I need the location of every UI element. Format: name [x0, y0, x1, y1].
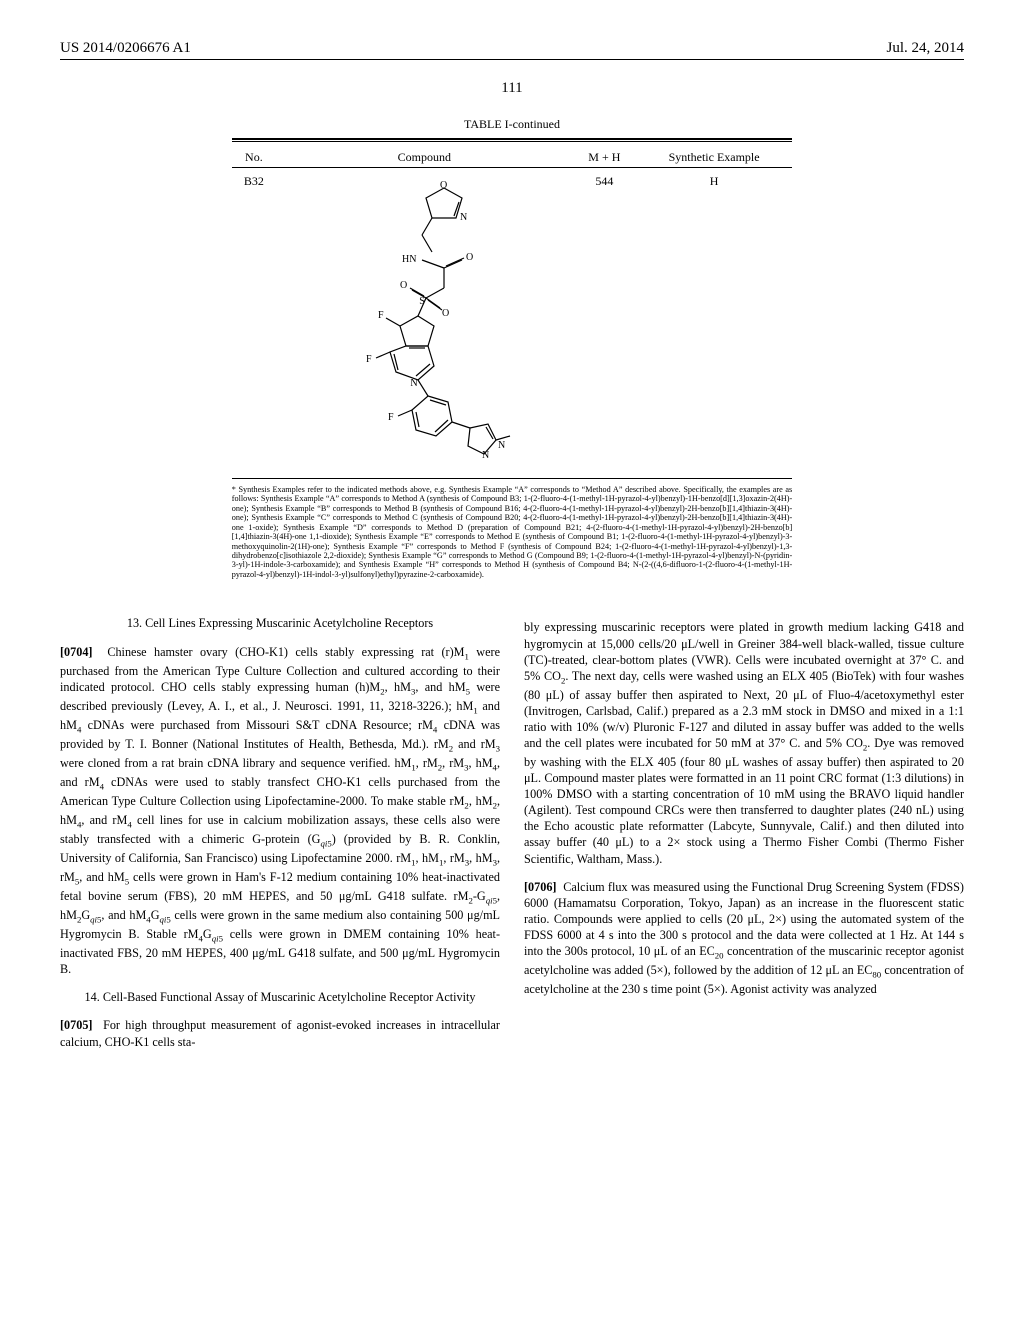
para-0705-cont: bly expressing muscarinic receptors were… [524, 619, 964, 866]
section-13-title: 13. Cell Lines Expressing Muscarinic Ace… [60, 615, 500, 631]
pub-date: Jul. 24, 2014 [886, 40, 964, 57]
para-num: [0705] [60, 1018, 93, 1032]
body-columns: 13. Cell Lines Expressing Muscarinic Ace… [60, 607, 964, 1062]
left-column: 13. Cell Lines Expressing Muscarinic Ace… [60, 607, 500, 1062]
table-title: TABLE I-continued [232, 117, 792, 132]
pub-number: US 2014/0206676 A1 [60, 40, 191, 57]
section-14-title: 14. Cell-Based Functional Assay of Musca… [60, 989, 500, 1005]
svg-text:O: O [440, 180, 447, 191]
page-number: 111 [60, 80, 964, 97]
para-num: [0704] [60, 645, 93, 659]
table-1-continued: TABLE I-continued No. Compound M + H Syn… [232, 117, 792, 579]
svg-text:O: O [442, 308, 449, 319]
compound-table: No. Compound M + H Synthetic Example B32 [232, 148, 792, 472]
cell-example: H [636, 168, 792, 473]
svg-text:HN: HN [402, 254, 416, 265]
col-no: No. [232, 148, 276, 168]
svg-text:F: F [388, 412, 394, 423]
cell-mh: 544 [573, 168, 636, 473]
col-mh: M + H [573, 148, 636, 168]
para-0705-start: [0705] For high throughput measurement o… [60, 1017, 500, 1049]
svg-text:N: N [460, 212, 467, 223]
chemical-structure: O N HN O O S O F F N F N [334, 180, 514, 460]
para-0706: [0706] Calcium flux was measured using t… [524, 879, 964, 998]
svg-text:F: F [366, 354, 372, 365]
table-row: B32 [232, 168, 792, 473]
svg-text:O: O [400, 280, 407, 291]
svg-text:S: S [420, 296, 426, 307]
svg-text:F: F [378, 310, 384, 321]
svg-text:N: N [482, 450, 489, 460]
para-0704: [0704] Chinese hamster ovary (CHO-K1) ce… [60, 644, 500, 978]
para-num: [0706] [524, 880, 557, 894]
page-header: US 2014/0206676 A1 Jul. 24, 2014 [60, 40, 964, 60]
cell-no: B32 [232, 168, 276, 473]
right-column: bly expressing muscarinic receptors were… [524, 607, 964, 1062]
svg-text:O: O [466, 252, 473, 263]
cell-compound: O N HN O O S O F F N F N [276, 168, 573, 473]
svg-text:N: N [498, 440, 505, 451]
table-footnote: * Synthesis Examples refer to the indica… [232, 485, 792, 579]
col-compound: Compound [276, 148, 573, 168]
svg-text:N: N [411, 378, 418, 389]
col-example: Synthetic Example [636, 148, 792, 168]
